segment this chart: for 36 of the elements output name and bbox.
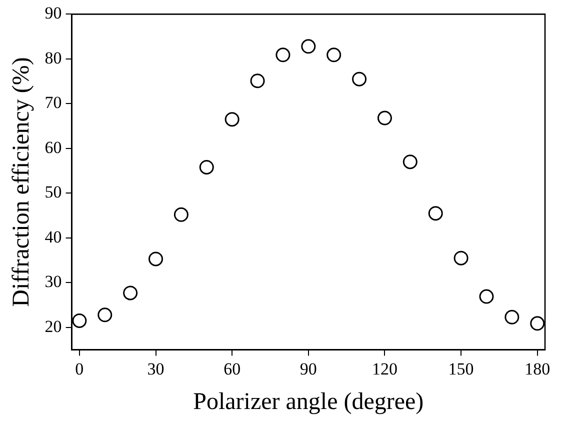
x-tick-label: 180 (524, 359, 550, 378)
x-tick-label: 0 (75, 359, 84, 378)
point (402, 154, 418, 170)
point (276, 48, 290, 62)
x-tick-label: 120 (372, 359, 398, 378)
point (123, 286, 138, 300)
point (301, 39, 316, 54)
point (224, 112, 240, 127)
point (504, 310, 520, 324)
y-tick-label: 20 (44, 316, 62, 336)
point (454, 250, 468, 266)
y-tick-label: 70 (44, 93, 62, 112)
y-tick-label: 50 (44, 182, 62, 202)
point (377, 110, 392, 126)
point (199, 160, 214, 174)
y-tick-label: 90 (44, 4, 62, 23)
point (326, 48, 342, 62)
y-axis-title: Diffraction efficiency (%) (8, 57, 35, 307)
y-tick-label: 80 (44, 48, 62, 68)
y-tick-label: 30 (44, 272, 62, 292)
x-tick-label: 60 (224, 359, 241, 378)
point (174, 207, 188, 222)
x-tick-label: 90 (300, 359, 317, 378)
point (428, 206, 443, 221)
point (530, 316, 545, 331)
x-axis-title: Polarizer angle (degree) (193, 388, 424, 415)
point (352, 72, 367, 86)
y-tick-label: 40 (44, 227, 62, 246)
point (250, 74, 265, 88)
point (148, 252, 164, 266)
point (72, 313, 87, 328)
point (98, 308, 112, 322)
x-tick-label: 30 (147, 359, 164, 378)
point (479, 289, 494, 304)
y-tick-label: 60 (44, 138, 62, 157)
x-tick-label: 150 (448, 359, 474, 378)
